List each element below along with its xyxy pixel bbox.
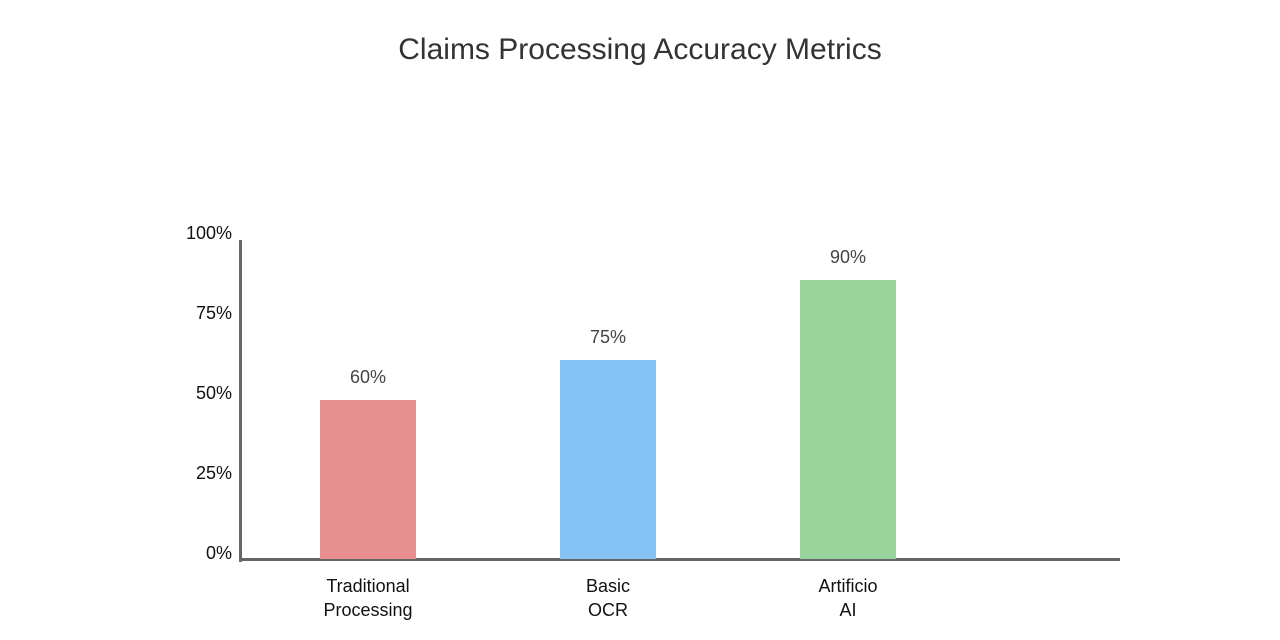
y-tick-label: 100% (185, 223, 232, 243)
x-label-line: OCR (588, 600, 628, 620)
x-axis-line (239, 558, 1120, 561)
bar-artificio-ai (800, 280, 896, 559)
bar-value-label: 60% (349, 367, 387, 387)
x-category-label: Basic OCR (528, 574, 688, 622)
bar-value-label: 90% (829, 247, 867, 267)
x-label-line: AI (839, 600, 857, 620)
bar-traditional-processing (320, 400, 416, 559)
y-axis-line (239, 240, 242, 562)
y-tick-label: 25% (195, 463, 232, 483)
y-tick-label: 50% (195, 383, 232, 403)
bar-basic-ocr (560, 360, 656, 559)
chart-title: Claims Processing Accuracy Metrics (398, 33, 882, 66)
x-category-label: Artificio AI (768, 574, 928, 622)
bar-value-label: 75% (589, 327, 627, 347)
x-label-line: Artificio (818, 576, 878, 596)
y-tick-label: 75% (195, 303, 232, 323)
x-label-line: Processing (323, 600, 413, 620)
y-tick-label: 0% (205, 543, 232, 563)
x-label-line: Basic (585, 576, 630, 596)
x-category-label: Traditional Processing (288, 574, 448, 622)
x-label-line: Traditional (326, 576, 410, 596)
